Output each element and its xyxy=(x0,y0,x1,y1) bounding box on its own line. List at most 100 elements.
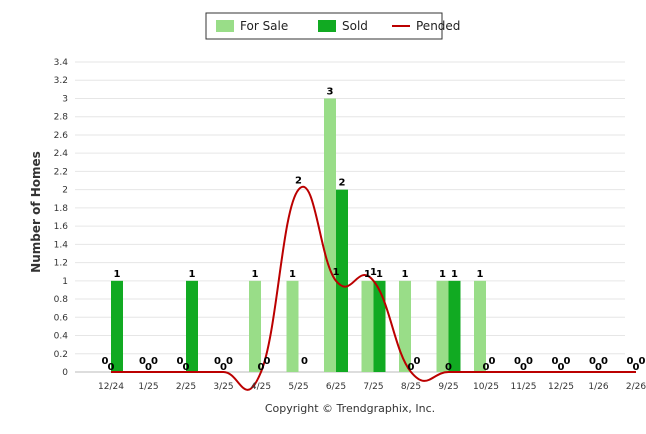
bar-for-sale xyxy=(474,280,486,372)
pended-data-label: 2 xyxy=(295,176,302,187)
grid-lines xyxy=(75,61,625,373)
data-label: 0 xyxy=(139,356,146,367)
pended-data-label: 1 xyxy=(370,267,377,278)
data-label: 0 xyxy=(601,356,608,367)
data-label: 0 xyxy=(552,356,559,367)
data-label: 0 xyxy=(177,356,184,367)
x-axis: 12/24 1/25 2/25 3/25 4/25 5/25 6/25 7/25 8/25 9/2… xyxy=(98,382,646,392)
x-tick-label: 1/26 xyxy=(588,382,608,392)
data-label: 1 xyxy=(252,269,259,280)
data-label: 0 xyxy=(226,356,233,367)
data-label: 1 xyxy=(477,269,484,280)
legend-entry: For Sale xyxy=(240,19,288,33)
data-label: 1 xyxy=(376,269,383,280)
y-tick-label: 0.8 xyxy=(54,295,69,305)
y-tick-label: 1.2 xyxy=(54,259,68,269)
bar-for-sale xyxy=(249,280,261,372)
legend-entry: Sold xyxy=(342,19,368,33)
y-tick-label: 1 xyxy=(62,277,68,287)
y-tick-label: 0.6 xyxy=(54,313,69,323)
pended-data-label: 0 xyxy=(183,362,190,373)
x-tick-label: 4/25 xyxy=(251,382,271,392)
data-label: 0 xyxy=(627,356,634,367)
y-tick-label: 3 xyxy=(62,94,68,104)
y-axis-title: Number of Homes xyxy=(29,151,43,273)
y-tick-label: 0 xyxy=(62,368,68,378)
data-label: 1 xyxy=(451,269,458,280)
x-tick-label: 5/25 xyxy=(288,382,308,392)
y-tick-label: 2.6 xyxy=(54,131,69,141)
data-label: 0 xyxy=(589,356,596,367)
x-tick-label: 7/25 xyxy=(363,382,383,392)
data-label: 0 xyxy=(301,356,308,367)
data-label: 0 xyxy=(526,356,533,367)
data-label: 1 xyxy=(364,269,371,280)
y-tick-label: 2 xyxy=(62,186,68,196)
y-tick-label: 2.8 xyxy=(54,113,69,123)
y-tick-label: 3.4 xyxy=(54,58,69,68)
bar-for-sale xyxy=(286,280,299,372)
bar-sold xyxy=(111,280,123,372)
data-label: 1 xyxy=(289,269,296,280)
bar-sold xyxy=(336,189,348,372)
bar-for-sale xyxy=(399,280,411,372)
data-label: 0 xyxy=(414,356,421,367)
legend-swatch xyxy=(216,20,234,32)
y-tick-label: 0.2 xyxy=(54,350,68,360)
x-tick-label: 2/26 xyxy=(626,382,646,392)
x-tick-label: 3/25 xyxy=(213,382,233,392)
y-tick-label: 1.4 xyxy=(54,240,69,250)
pended-data-label: 0 xyxy=(408,362,415,373)
x-tick-label: 9/25 xyxy=(438,382,458,392)
data-label: 0 xyxy=(264,356,271,367)
data-label: 1 xyxy=(189,269,196,280)
bar-sold xyxy=(373,280,386,372)
data-label: 1 xyxy=(114,269,121,280)
bar-sold xyxy=(448,280,461,372)
data-label: 0 xyxy=(514,356,521,367)
data-label: 3 xyxy=(327,86,334,97)
data-label: 2 xyxy=(339,178,346,189)
data-label: 1 xyxy=(402,269,409,280)
copyright-credit: Copyright © Trendgraphix, Inc. xyxy=(265,402,435,415)
x-tick-label: 12/25 xyxy=(548,382,574,392)
bar-for-sale xyxy=(436,280,449,372)
bar-for-sale xyxy=(361,280,374,372)
legend: For Sale Sold Pended xyxy=(205,12,460,40)
pended-line xyxy=(111,185,636,391)
pended-data-label: 1 xyxy=(333,267,340,278)
x-tick-label: 1/25 xyxy=(138,382,158,392)
pended-data-label: 0 xyxy=(595,362,602,373)
legend-entry: Pended xyxy=(416,19,460,33)
data-label: 0 xyxy=(489,356,496,367)
y-axis: 0 0.2 0.4 0.6 0.8 1 1.2 1.4 1.6 1.8 2 2.2 2.4 2.6 2.8 3… xyxy=(54,58,69,378)
y-tick-label: 1.6 xyxy=(54,222,69,232)
data-label: 0 xyxy=(151,356,158,367)
data-label: 0 xyxy=(639,356,646,367)
data-label: 1 xyxy=(439,269,446,280)
pended-data-label: 0 xyxy=(558,362,565,373)
x-tick-label: 10/25 xyxy=(473,382,499,392)
pended-data-label: 0 xyxy=(633,362,640,373)
y-tick-label: 3.2 xyxy=(54,76,68,86)
bars xyxy=(111,98,486,373)
pended-data-label: 0 xyxy=(483,362,490,373)
y-tick-label: 2.4 xyxy=(54,149,69,159)
pended-data-label: 0 xyxy=(108,362,115,373)
pended-data-label: 0 xyxy=(145,362,152,373)
x-tick-label: 11/25 xyxy=(511,382,537,392)
pended-data-label: 0 xyxy=(445,362,452,373)
pended-data-label: 0 xyxy=(258,362,265,373)
bar-sold xyxy=(186,280,198,372)
data-label: 0 xyxy=(564,356,571,367)
y-tick-label: 2.2 xyxy=(54,167,68,177)
legend-swatch xyxy=(318,20,336,32)
x-tick-label: 8/25 xyxy=(401,382,421,392)
data-label: 0 xyxy=(214,356,221,367)
data-label: 0 xyxy=(102,356,109,367)
pended-data-label: 0 xyxy=(520,362,527,373)
y-tick-label: 1.8 xyxy=(54,204,69,214)
pended-data-label: 0 xyxy=(220,362,227,373)
